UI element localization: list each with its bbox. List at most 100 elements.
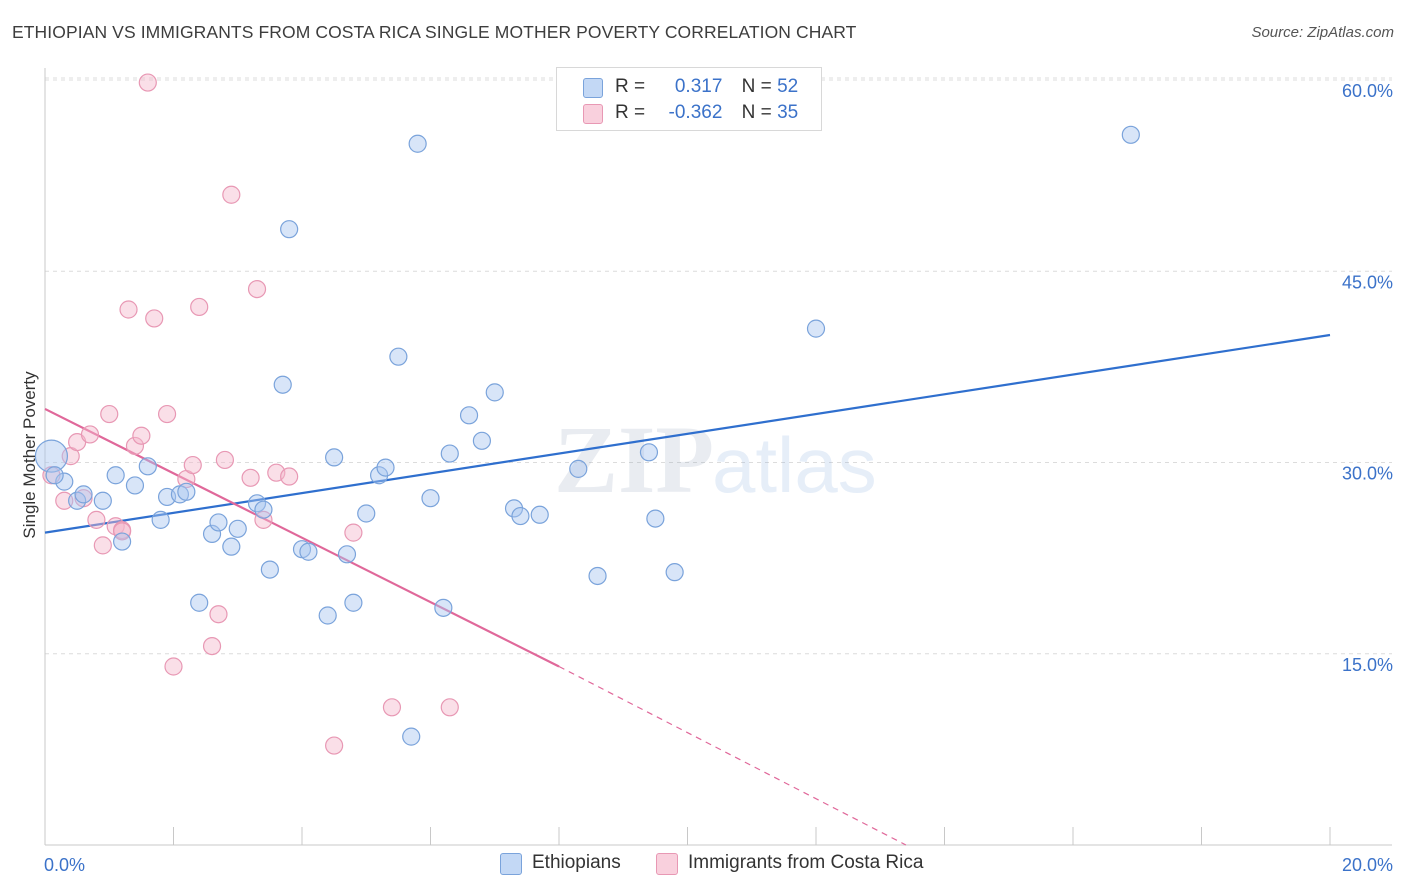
data-point-ethiopians — [45, 466, 64, 485]
data-point-costa-rica — [325, 736, 344, 755]
data-point-ethiopians — [202, 524, 222, 544]
data-point-costa-rica — [125, 436, 145, 456]
trend-line-costa-rica-extension — [558, 665, 907, 846]
watermark-atlas: atlas — [712, 421, 877, 509]
bottom-legend-label: Immigrants from Costa Rica — [688, 852, 924, 873]
chart-title: ETHIOPIAN VS IMMIGRANTS FROM COSTA RICA … — [12, 22, 857, 42]
data-point-costa-rica — [87, 510, 106, 529]
trend-lines — [44, 333, 1331, 846]
data-point-ethiopians — [74, 485, 93, 504]
data-point-costa-rica — [100, 404, 119, 424]
x-tick-label: 20.0% — [1342, 855, 1393, 875]
data-point-ethiopians — [325, 448, 344, 467]
trend-line-costa-rica — [44, 407, 560, 668]
data-point-ethiopians — [434, 598, 453, 617]
trend-line-ethiopians — [44, 333, 1331, 534]
data-point-ethiopians — [530, 505, 549, 524]
data-point-ethiopians — [299, 542, 318, 561]
x-tick-labels: 0.0% 20.0% — [44, 855, 1393, 875]
data-point-costa-rica — [80, 425, 100, 444]
data-point-costa-rica — [119, 300, 138, 319]
grid-lines — [45, 77, 1392, 655]
data-point-costa-rica — [190, 297, 209, 317]
data-point-ethiopians — [112, 532, 132, 551]
data-point-ethiopians — [357, 504, 376, 523]
correlation-legend: R = 0.317 N = 52 R = -0.362 N = 35 — [556, 67, 822, 131]
data-point-ethiopians — [190, 593, 209, 612]
bottom-legend-swatch-blue — [500, 853, 522, 875]
data-point-ethiopians — [588, 566, 607, 586]
data-point-costa-rica — [254, 510, 273, 529]
legend-n-label: N = — [741, 102, 772, 123]
data-point-ethiopians — [459, 406, 479, 425]
y-tick-label: 45.0% — [1342, 272, 1393, 292]
data-point-ethiopians — [344, 593, 363, 612]
data-point-ethiopians — [34, 439, 69, 473]
data-point-costa-rica — [202, 636, 222, 656]
legend-n-value: 35 — [777, 102, 799, 123]
source-label: Source: ZipAtlas.com — [1251, 24, 1394, 41]
data-point-ethiopians — [806, 319, 826, 338]
series-costa-rica-points — [42, 73, 459, 755]
watermark-zip: ZIP — [554, 406, 714, 513]
x-tick-label: 0.0% — [44, 855, 85, 875]
data-point-costa-rica — [145, 309, 164, 328]
data-point-ethiopians — [209, 513, 228, 532]
data-point-ethiopians — [389, 347, 408, 366]
data-point-ethiopians — [665, 563, 684, 582]
data-point-costa-rica — [132, 426, 151, 445]
data-point-ethiopians — [273, 375, 292, 394]
data-point-ethiopians — [228, 519, 247, 538]
legend-r-value: 0.317 — [674, 76, 723, 97]
data-point-ethiopians — [151, 510, 170, 529]
data-point-ethiopians — [106, 466, 125, 485]
data-point-costa-rica — [247, 280, 267, 299]
data-point-costa-rica — [222, 185, 241, 204]
data-point-costa-rica — [112, 522, 132, 541]
data-point-ethiopians — [402, 727, 421, 746]
legend-n-value: 52 — [777, 76, 799, 97]
data-point-costa-rica — [138, 73, 157, 92]
data-point-ethiopians — [280, 220, 299, 239]
data-point-ethiopians — [639, 443, 659, 462]
data-point-ethiopians — [569, 459, 588, 478]
data-point-ethiopians — [337, 545, 357, 564]
legend-n-label: N = — [741, 76, 772, 97]
data-point-ethiopians — [254, 500, 273, 519]
legend-swatch-blue — [583, 78, 603, 98]
data-point-ethiopians — [440, 444, 459, 463]
data-point-ethiopians — [55, 472, 74, 491]
legend-r-label: R = — [615, 102, 646, 123]
data-point-ethiopians — [138, 457, 157, 476]
data-point-costa-rica — [55, 491, 74, 510]
data-point-ethiopians — [1121, 125, 1140, 144]
legend-swatch-pink — [583, 104, 603, 124]
data-point-costa-rica — [183, 455, 202, 475]
data-point-ethiopians — [485, 383, 504, 402]
legend-r-label: R = — [615, 76, 646, 97]
data-point-ethiopians — [376, 458, 395, 477]
data-point-ethiopians — [177, 482, 196, 501]
data-point-ethiopians — [318, 606, 337, 625]
data-point-costa-rica — [93, 536, 112, 555]
bottom-legend-label: Ethiopians — [532, 852, 621, 873]
data-point-costa-rica — [209, 605, 228, 624]
watermark: ZIP atlas — [554, 406, 877, 513]
data-point-costa-rica — [164, 657, 183, 676]
data-point-ethiopians — [421, 489, 440, 508]
data-point-costa-rica — [440, 698, 459, 717]
bottom-legend-swatch-pink — [656, 853, 678, 875]
data-point-ethiopians — [93, 491, 112, 510]
data-point-costa-rica — [241, 468, 260, 487]
data-point-ethiopians — [260, 560, 279, 579]
y-tick-labels: 15.0% 30.0% 45.0% 60.0% — [1342, 81, 1393, 675]
y-tick-label: 60.0% — [1342, 81, 1393, 101]
data-point-costa-rica — [157, 404, 177, 424]
data-point-costa-rica — [215, 450, 234, 470]
data-point-ethiopians — [125, 476, 145, 495]
data-point-ethiopians — [511, 506, 530, 526]
data-point-costa-rica — [382, 698, 402, 717]
data-point-ethiopians — [646, 509, 665, 528]
y-tick-label: 15.0% — [1342, 655, 1393, 675]
